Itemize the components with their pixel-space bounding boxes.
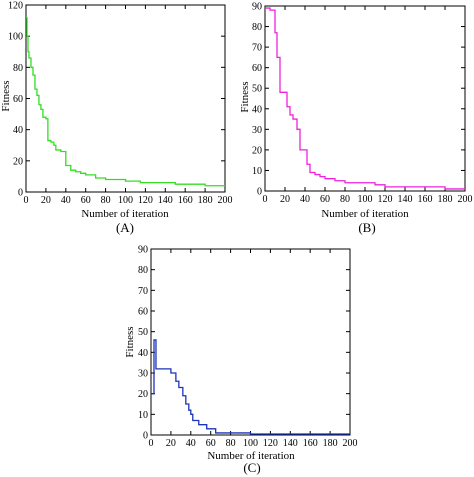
y-tick-label: 60: [252, 63, 262, 74]
y-tick-label: 0: [143, 431, 148, 442]
series-line-b: [265, 7, 465, 190]
x-tick-label: 100: [358, 194, 373, 205]
plot-frame: [25, 4, 226, 193]
x-tick-label: 180: [323, 438, 338, 449]
x-tick-label: 40: [186, 438, 196, 449]
x-tick-label: 60: [206, 438, 216, 449]
y-tick-label: 50: [138, 327, 148, 338]
y-tick-label: 40: [138, 348, 148, 359]
x-tick-label: 20: [166, 438, 176, 449]
x-axis-label: Number of iteration: [321, 208, 409, 220]
x-tick-label: 200: [343, 438, 358, 449]
x-tick-label: 120: [263, 438, 278, 449]
panel-label-c: (C): [243, 460, 260, 475]
y-tick-label: 60: [138, 307, 148, 318]
y-tick-label: 40: [13, 125, 23, 136]
series-line-a: [26, 16, 225, 187]
x-axis-label: Number of iteration: [207, 450, 295, 462]
y-tick-label: 120: [8, 1, 23, 12]
x-tick-label: 160: [303, 438, 318, 449]
series-line-c: [151, 339, 350, 435]
x-tick-label: 20: [41, 195, 51, 206]
x-tick-label: 120: [378, 194, 393, 205]
y-tick-label: 70: [138, 286, 148, 297]
y-tick-label: 10: [252, 166, 262, 177]
x-tick-label: 60: [81, 195, 91, 206]
chart-panel-c: 0 20 40 60 80 100 120 140 160 180 200 0 10 20 30 40 50 60…: [124, 245, 358, 476]
x-tick-label: 20: [280, 194, 290, 205]
x-tick-label: 40: [61, 195, 71, 206]
y-tick-label: 30: [138, 369, 148, 380]
y-tick-label: 30: [252, 125, 262, 136]
x-tick-label: 160: [418, 194, 433, 205]
y-tick-label: 90: [138, 245, 148, 256]
x-tick-label: 160: [178, 195, 193, 206]
x-tick-label: 80: [101, 195, 111, 206]
y-tick-label: 80: [138, 265, 148, 276]
chart-panel-a: 0 20 40 60 80 100 120 140 160 180 200 0 20 40 60 80 100 1…: [0, 1, 233, 236]
y-tick-label: 10: [138, 410, 148, 421]
x-tick-label: 80: [226, 438, 236, 449]
x-tick-label: 40: [300, 194, 310, 205]
panel-label-a: (A): [116, 220, 134, 235]
y-axis-label: Fitness: [0, 80, 12, 111]
x-tick-label: 200: [458, 194, 473, 205]
y-tick-label: 80: [252, 22, 262, 33]
panel-label-b: (B): [358, 220, 375, 235]
y-tick-label: 20: [138, 389, 148, 400]
x-tick-label: 200: [218, 195, 233, 206]
y-tick-label: 50: [252, 84, 262, 95]
x-tick-label: 180: [198, 195, 213, 206]
y-tick-label: 20: [252, 145, 262, 156]
x-tick-label: 80: [340, 194, 350, 205]
y-tick-label: 80: [13, 63, 23, 74]
y-tick-label: 100: [8, 32, 23, 43]
y-tick-label: 0: [257, 187, 262, 198]
x-tick-label: 140: [158, 195, 173, 206]
y-tick-label: 40: [252, 104, 262, 115]
x-tick-label: 0: [24, 195, 29, 206]
plot-frame: [150, 248, 351, 436]
x-tick-label: 0: [149, 438, 154, 449]
x-tick-label: 100: [118, 195, 133, 206]
x-tick-label: 100: [243, 438, 258, 449]
x-tick-label: 60: [320, 194, 330, 205]
x-tick-label: 0: [263, 194, 268, 205]
y-tick-label: 60: [13, 94, 23, 105]
x-tick-label: 140: [398, 194, 413, 205]
y-axis-label: Fitness: [124, 326, 136, 357]
x-tick-label: 140: [283, 438, 298, 449]
plot-frame: [264, 5, 466, 192]
x-tick-label: 120: [138, 195, 153, 206]
y-tick-label: 0: [18, 188, 23, 199]
chart-panel-b: 0 20 40 60 80 100 120 140 160 180 200 0 10 20 30 40 50 60…: [239, 2, 473, 236]
y-axis-label: Fitness: [239, 81, 251, 112]
y-tick-label: 70: [252, 43, 262, 54]
x-axis-label: Number of iteration: [81, 208, 169, 220]
x-tick-label: 180: [438, 194, 453, 205]
y-tick-label: 90: [252, 2, 262, 13]
y-tick-label: 20: [13, 156, 23, 167]
